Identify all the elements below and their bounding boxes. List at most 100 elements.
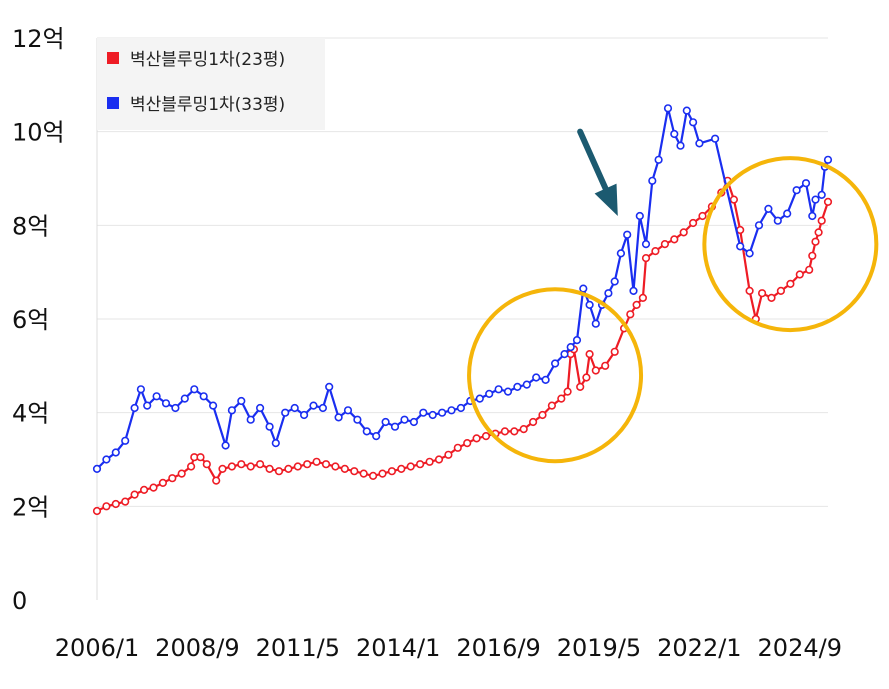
data-point: [754, 221, 764, 230]
data-point: [776, 286, 786, 296]
data-point: [736, 242, 745, 251]
data-point: [663, 104, 673, 113]
legend-label-33: 벽산블루밍1차(33평): [130, 95, 285, 115]
y-axis-labels: 0 2억 4억 6억 8억 10억 12억: [12, 25, 65, 615]
highlight-circle-1: [702, 156, 879, 333]
data-point: [494, 385, 503, 394]
x-tick-label: 2008/9: [155, 634, 239, 662]
data-point: [218, 464, 227, 474]
data-point: [256, 460, 265, 469]
data-point: [149, 483, 158, 492]
data-point: [161, 399, 171, 408]
data-point: [688, 118, 698, 127]
data-point: [783, 209, 792, 218]
x-tick-label: 2014/1: [356, 634, 440, 662]
data-point: [541, 375, 550, 385]
data-point: [557, 394, 566, 403]
data-point: [729, 195, 739, 204]
data-point: [585, 350, 594, 359]
data-point: [688, 218, 698, 228]
data-point: [823, 155, 833, 164]
data-point: [199, 392, 208, 401]
arrow-shaft: [577, 128, 609, 192]
data-point: [591, 366, 600, 375]
x-tick-label: 2016/9: [456, 634, 540, 662]
data-point: [227, 406, 236, 415]
data-point: [177, 469, 186, 478]
data-point: [209, 401, 218, 410]
data-point: [811, 237, 820, 246]
data-point: [303, 460, 312, 469]
data-point: [547, 401, 557, 410]
x-tick-label: 2024/9: [758, 634, 842, 662]
data-point: [102, 502, 111, 511]
data-point: [300, 410, 309, 420]
y-tick-label: 10억: [12, 119, 65, 147]
data-point: [130, 490, 139, 499]
data-point: [773, 216, 782, 225]
data-point: [281, 408, 290, 417]
data-point: [572, 336, 582, 345]
series-0: [92, 176, 833, 516]
y-tick-label: 2억: [12, 493, 49, 521]
data-point: [444, 450, 453, 459]
data-point: [670, 235, 679, 244]
data-point: [325, 382, 334, 392]
data-point: [579, 284, 588, 293]
data-point: [463, 439, 472, 448]
data-point: [372, 432, 381, 441]
data-point: [576, 382, 585, 392]
data-point: [601, 361, 610, 370]
data-point: [447, 406, 456, 415]
data-point: [513, 382, 522, 392]
data-point: [805, 265, 814, 274]
data-point: [566, 343, 575, 352]
data-point: [801, 179, 811, 188]
data-point: [284, 464, 293, 474]
data-point: [340, 464, 349, 474]
y-tick-label: 8억: [12, 212, 49, 240]
data-point: [503, 387, 513, 396]
data-point: [481, 432, 491, 441]
legend-label-23: 벽산블루밍1차(23평): [130, 50, 285, 70]
data-point: [331, 462, 340, 471]
data-point: [560, 350, 569, 359]
data-point: [641, 254, 651, 263]
x-axis-labels: 2006/1 2008/9 2011/5 2014/1 2016/9 2019/5 2022…: [55, 634, 842, 662]
data-point: [387, 467, 397, 476]
data-point: [202, 460, 211, 469]
data-point: [369, 471, 378, 481]
data-point: [660, 240, 670, 249]
highlight-circle-0: [467, 287, 644, 464]
data-point: [92, 506, 102, 516]
data-point: [362, 427, 371, 436]
data-point: [434, 455, 444, 464]
data-point: [221, 441, 230, 450]
data-point: [359, 469, 368, 478]
gridlines: [96, 37, 828, 600]
data-point: [651, 247, 660, 256]
data-point: [406, 462, 415, 471]
data-point: [632, 300, 641, 310]
data-point: [654, 155, 663, 164]
data-point: [745, 286, 754, 296]
data-point: [811, 195, 820, 204]
legend-swatch-23: [107, 52, 119, 64]
data-point: [171, 403, 180, 413]
legend-box: [97, 38, 325, 130]
data-point: [538, 410, 547, 420]
data-point: [237, 460, 246, 469]
data-point: [438, 408, 447, 417]
legend-swatch-33: [107, 97, 119, 109]
data-point: [381, 417, 390, 427]
data-point: [140, 485, 149, 495]
data-point: [472, 434, 481, 443]
x-tick-label: 2019/5: [557, 634, 641, 662]
data-point: [582, 373, 591, 382]
data-point: [180, 394, 189, 403]
data-point: [237, 396, 246, 406]
data-point: [808, 251, 817, 260]
data-point: [626, 310, 635, 319]
data-point: [604, 289, 613, 298]
